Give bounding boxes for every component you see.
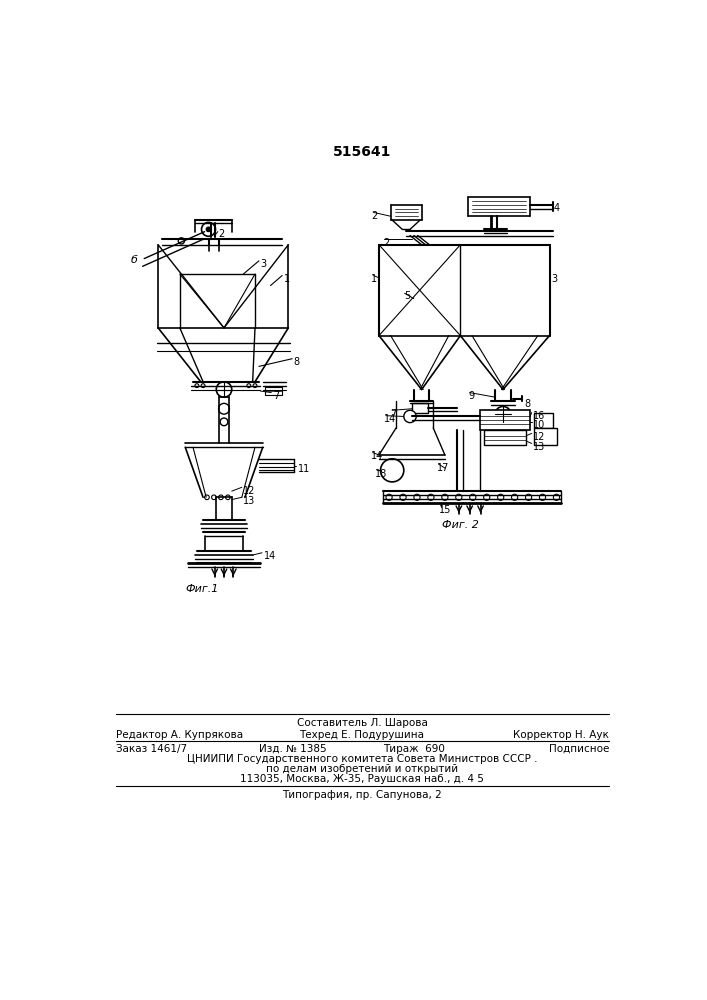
- Text: Тираж  690: Тираж 690: [383, 744, 445, 754]
- Circle shape: [253, 384, 257, 388]
- Circle shape: [414, 494, 420, 500]
- Bar: [412, 403, 428, 413]
- Circle shape: [428, 494, 434, 500]
- Text: 1: 1: [284, 274, 290, 284]
- Circle shape: [204, 495, 209, 500]
- Text: 12: 12: [243, 486, 256, 496]
- Text: 3: 3: [551, 274, 557, 284]
- Text: 515641: 515641: [333, 145, 391, 159]
- Circle shape: [201, 384, 205, 388]
- Text: Подписное: Подписное: [549, 744, 609, 754]
- Text: Техред Е. Подурушина: Техред Е. Подурушина: [300, 730, 424, 740]
- Circle shape: [211, 495, 216, 500]
- Text: Корректор Н. Аук: Корректор Н. Аук: [513, 730, 609, 740]
- Text: Редактор А. Купрякова: Редактор А. Купрякова: [115, 730, 243, 740]
- Text: 14: 14: [385, 414, 397, 424]
- Text: 17: 17: [437, 463, 450, 473]
- Circle shape: [380, 459, 404, 482]
- Circle shape: [495, 406, 510, 422]
- Text: 10: 10: [533, 420, 546, 430]
- Circle shape: [512, 494, 518, 500]
- Text: 7: 7: [391, 409, 397, 419]
- Circle shape: [554, 494, 559, 500]
- Text: Изд. № 1385: Изд. № 1385: [259, 744, 327, 754]
- Circle shape: [247, 384, 251, 388]
- Text: Фиг. 2: Фиг. 2: [442, 520, 479, 530]
- Circle shape: [539, 494, 546, 500]
- Text: ЦНИИПИ Государственного комитета Совета Министров СССР .: ЦНИИПИ Государственного комитета Совета …: [187, 754, 537, 764]
- Circle shape: [201, 222, 216, 236]
- Text: 1: 1: [371, 274, 378, 284]
- Text: 7: 7: [273, 391, 279, 401]
- Circle shape: [469, 494, 476, 500]
- Text: 18: 18: [375, 469, 387, 479]
- Text: 11: 11: [298, 464, 310, 474]
- Text: 15: 15: [438, 505, 451, 515]
- Circle shape: [442, 494, 448, 500]
- Circle shape: [218, 403, 230, 414]
- Text: 2: 2: [371, 211, 378, 221]
- Text: 2: 2: [218, 229, 225, 239]
- Bar: [484, 430, 526, 445]
- Circle shape: [404, 410, 416, 423]
- Text: 3: 3: [260, 259, 267, 269]
- Text: 113035, Москва, Ж-35, Раушская наб., д. 4 5: 113035, Москва, Ж-35, Раушская наб., д. …: [240, 774, 484, 784]
- Text: 16: 16: [533, 411, 546, 421]
- Text: по делам изобретений и открытий: по делам изобретений и открытий: [266, 764, 458, 774]
- Bar: [534, 428, 557, 445]
- Circle shape: [456, 494, 462, 500]
- Circle shape: [178, 238, 185, 244]
- Circle shape: [400, 494, 406, 500]
- Text: 13: 13: [533, 442, 546, 452]
- Text: 13: 13: [243, 496, 256, 506]
- Text: 5: 5: [404, 291, 411, 301]
- Circle shape: [525, 494, 532, 500]
- Text: Заказ 1461/7: Заказ 1461/7: [115, 744, 187, 754]
- Bar: [265, 387, 282, 395]
- Circle shape: [216, 382, 232, 397]
- Text: 14: 14: [264, 551, 276, 561]
- Circle shape: [386, 494, 392, 500]
- Text: Типография, пр. Сапунова, 2: Типография, пр. Сапунова, 2: [282, 790, 442, 800]
- Text: 4: 4: [554, 203, 559, 213]
- Circle shape: [498, 494, 504, 500]
- Text: 12: 12: [533, 432, 546, 442]
- Text: 14: 14: [371, 451, 383, 461]
- Bar: [480, 410, 530, 430]
- Circle shape: [206, 227, 211, 232]
- Text: 8: 8: [293, 357, 300, 367]
- Circle shape: [220, 418, 228, 426]
- Text: 2: 2: [383, 238, 389, 248]
- Text: Составитель Л. Шарова: Составитель Л. Шарова: [296, 718, 428, 728]
- Text: 8: 8: [524, 399, 530, 409]
- Text: б: б: [131, 255, 138, 265]
- Circle shape: [484, 494, 490, 500]
- Circle shape: [218, 495, 223, 500]
- Circle shape: [226, 495, 230, 500]
- Bar: [534, 413, 554, 428]
- Text: Фиг.1: Фиг.1: [185, 584, 218, 594]
- Text: 9: 9: [468, 391, 474, 401]
- Circle shape: [195, 384, 199, 388]
